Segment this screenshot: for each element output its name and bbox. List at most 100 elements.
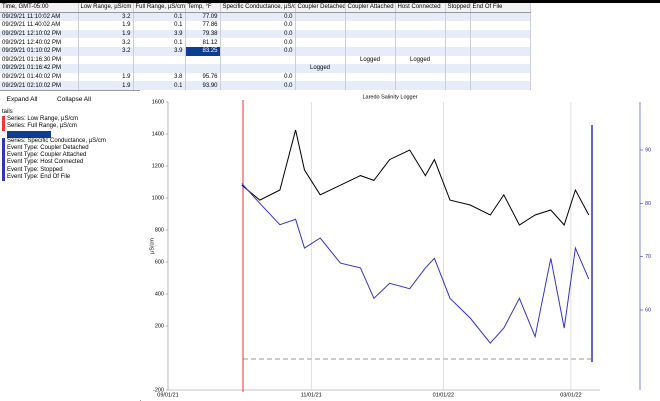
table-cell: 09/29/21 01:10:02 PM	[0, 46, 79, 56]
y2-tick-label: 80	[645, 201, 651, 207]
table-row: 09/29/21 11:40:02 AM 1.9 0.1 77.86 0.0	[0, 21, 531, 30]
table-cell	[470, 72, 531, 82]
table-cell	[395, 64, 446, 73]
table-cell	[395, 12, 446, 22]
table-cell	[445, 64, 471, 73]
column-header: End Of File	[470, 3, 531, 13]
table-row: 09/29/21 01:16:42 PM Logged	[0, 64, 531, 73]
table-cell: 3.9	[133, 29, 186, 39]
tree-item: Event Type: Coupler Detached	[2, 144, 106, 153]
table-cell: 0.0	[220, 29, 296, 39]
table-cell	[395, 21, 446, 30]
y2-tick-label: 60	[645, 307, 651, 313]
y-tick-label: 800	[155, 227, 164, 233]
x-tick-label: 01/01/22	[433, 392, 454, 398]
table-cell	[445, 55, 471, 65]
table-cell: 0.1	[133, 81, 186, 90]
column-header: Low Range, µS/cm	[78, 3, 134, 13]
table-cell	[470, 46, 531, 56]
table-cell: Logged	[395, 55, 446, 65]
table-cell: 83.25	[185, 46, 221, 56]
table-cell	[445, 21, 471, 30]
table-cell: 95.76	[185, 72, 221, 82]
tree-item: Series: Low Range, µS/cm	[2, 116, 106, 124]
tree-item: Event Type: End Of File	[2, 173, 106, 181]
tree: tails Series: Low Range, µS/cm Series: Ful…	[2, 109, 106, 181]
table-cell	[295, 21, 346, 30]
x-tick-label: 11/01/21	[301, 392, 322, 398]
table-cell	[445, 72, 471, 82]
table-cell: 0.0	[220, 72, 296, 82]
table-cell	[345, 12, 396, 22]
table-cell: 09/29/21 01:40:02 PM	[0, 72, 79, 82]
table-cell	[395, 46, 446, 56]
table-cell	[395, 38, 446, 47]
tree-item: tails	[2, 109, 13, 115]
table-cell	[395, 72, 446, 82]
table-cell	[295, 46, 346, 56]
table-cell	[470, 55, 531, 65]
table-cell	[445, 12, 471, 22]
collapse-all-button[interactable]: Collapse All	[57, 96, 91, 103]
column-header: Specific Conductance, µS/cm	[220, 3, 296, 13]
table-cell: 1.9	[78, 72, 134, 82]
table-cell	[345, 29, 396, 39]
y2-tick-label: 70	[645, 254, 651, 260]
table-cell: 09/29/21 12:40:02 PM	[0, 38, 79, 47]
table-cell	[295, 81, 346, 90]
table-cell	[133, 55, 186, 65]
table-cell: 0.0	[220, 38, 296, 47]
table-cell: 1.9	[78, 29, 134, 39]
table-cell: 0.0	[220, 81, 296, 90]
table-cell: 0.0	[220, 12, 296, 22]
table-cell: 09/29/21 01:16:30 PM	[0, 55, 79, 65]
series-line	[241, 129, 590, 226]
column-header: Full Range, µS/cm	[133, 3, 186, 13]
table-cell	[445, 38, 471, 47]
table-cell: Logged	[345, 55, 396, 65]
table-cell: 09/29/21 11:40:02 AM	[0, 21, 79, 30]
table-row: 09/29/21 01:40:02 PM 1.9 3.8 95.76 0.0	[0, 72, 531, 82]
x-tick-label: 03/01/22	[560, 392, 581, 398]
table-cell	[295, 12, 346, 22]
table-cell: 1.9	[78, 21, 134, 30]
table-cell: 93.90	[185, 81, 221, 90]
table-cell: 3.9	[133, 46, 186, 56]
tree-item: Series: Specific Conductance, µS/cm	[2, 137, 106, 145]
table-cell	[295, 55, 346, 65]
y-tick-label: 1600	[152, 99, 164, 105]
expand-all-button[interactable]: Expand All	[6, 96, 38, 103]
table-cell: 77.09	[185, 12, 221, 22]
table-cell: 0.0	[220, 46, 296, 56]
y-axis-label: µS/cm	[149, 238, 155, 254]
table-cell	[395, 81, 446, 90]
table-cell: 09/29/21 11:10:02 AM	[0, 12, 79, 22]
y2-tick-label: 90	[645, 147, 651, 153]
table-cell	[78, 64, 134, 73]
table-cell: 77.86	[185, 21, 221, 30]
table-cell	[345, 64, 396, 73]
details-panel: Expand All Collapse All tails Series: Low…	[0, 90, 141, 401]
table-cell: 3.8	[133, 72, 186, 82]
y-tick-label: -200	[153, 387, 164, 393]
tree-item: Series: Full Range, µS/cm	[2, 123, 106, 131]
tree-item-selected	[7, 130, 51, 138]
table-cell	[185, 64, 221, 73]
table-cell	[345, 72, 396, 82]
table-cell	[345, 81, 396, 90]
table-row: 09/29/21 01:16:30 PM Logged Logged	[0, 55, 531, 65]
table-cell	[445, 29, 471, 39]
table-cell: 81.12	[185, 38, 221, 47]
table-cell: 1.9	[78, 81, 134, 90]
y-tick-label: 1400	[152, 131, 164, 137]
table-cell	[445, 81, 471, 90]
table-row: 09/29/21 01:10:02 PM 3.2 3.9 83.25 0.0	[0, 46, 531, 56]
table-cell: 09/29/21 02:10:02 PM	[0, 81, 79, 90]
table-cell: 0.1	[133, 21, 186, 30]
table-cell	[295, 72, 346, 82]
table-cell	[78, 55, 134, 65]
chart-bg	[140, 90, 660, 400]
table-row: 09/29/21 02:10:02 PM 1.9 0.1 93.90 0.0	[0, 81, 531, 90]
tree-item: Event Type: Stopped	[2, 166, 106, 174]
column-header: Host Connected	[395, 3, 446, 13]
